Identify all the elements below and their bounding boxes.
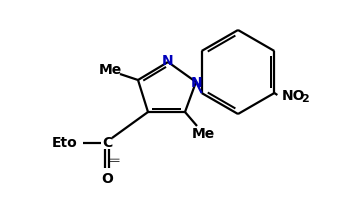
Text: Me: Me (191, 127, 215, 141)
Text: 2: 2 (301, 94, 309, 104)
Text: NO: NO (282, 89, 305, 103)
Text: N: N (191, 76, 203, 90)
Text: Me: Me (98, 63, 122, 77)
Text: O: O (101, 172, 113, 186)
Text: Eto: Eto (52, 136, 78, 150)
Text: ||: || (109, 155, 119, 161)
Text: C: C (102, 136, 112, 150)
Text: N: N (162, 54, 174, 68)
